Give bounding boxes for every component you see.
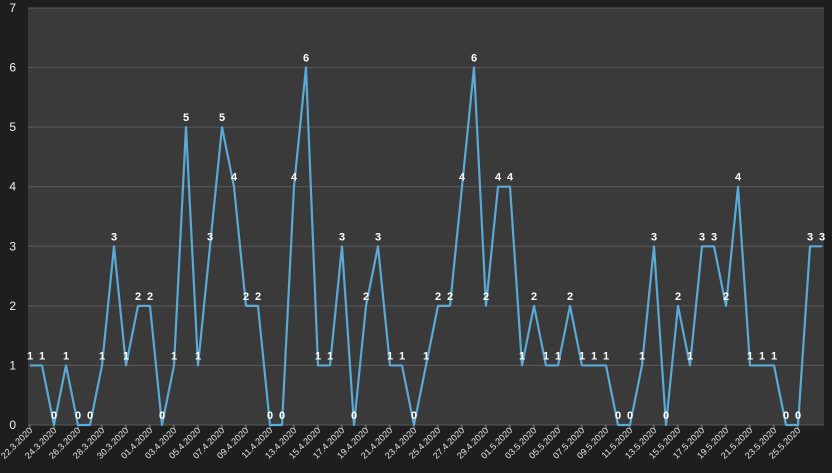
data-label: 1: [423, 350, 429, 362]
data-label: 3: [375, 231, 381, 243]
data-label: 1: [555, 350, 561, 362]
data-label: 2: [435, 291, 441, 303]
data-label: 1: [387, 350, 393, 362]
data-label: 4: [231, 172, 238, 184]
data-label: 2: [243, 291, 249, 303]
data-label: 1: [195, 350, 201, 362]
data-label: 1: [747, 350, 753, 362]
y-tick-label: 0: [9, 418, 16, 432]
data-label: 2: [255, 291, 261, 303]
data-label: 2: [447, 291, 453, 303]
y-tick-label: 6: [9, 61, 16, 75]
data-label: 4: [291, 172, 298, 184]
data-label: 1: [603, 350, 609, 362]
data-label: 0: [351, 410, 357, 422]
data-label: 0: [87, 410, 93, 422]
data-label: 1: [27, 350, 33, 362]
data-label: 2: [363, 291, 369, 303]
data-label: 2: [567, 291, 573, 303]
data-label: 1: [519, 350, 525, 362]
data-label: 1: [315, 350, 321, 362]
data-label: 4: [735, 172, 742, 184]
data-label: 5: [219, 112, 225, 124]
y-tick-label: 4: [9, 180, 16, 194]
data-label: 2: [483, 291, 489, 303]
data-label: 3: [651, 231, 657, 243]
data-label: 6: [471, 53, 477, 65]
data-label: 3: [819, 231, 825, 243]
data-label: 3: [339, 231, 345, 243]
data-label: 4: [507, 172, 514, 184]
data-label: 4: [495, 172, 502, 184]
data-label: 2: [147, 291, 153, 303]
data-label: 1: [687, 350, 693, 362]
data-label: 0: [411, 410, 417, 422]
data-label: 3: [699, 231, 705, 243]
data-label: 4: [459, 172, 466, 184]
data-label: 1: [639, 350, 645, 362]
data-label: 1: [123, 350, 129, 362]
data-label: 0: [267, 410, 273, 422]
data-label: 0: [627, 410, 633, 422]
series-line: [30, 66, 822, 427]
data-label: 2: [675, 291, 681, 303]
data-label: 2: [135, 291, 141, 303]
data-label: 0: [615, 410, 621, 422]
data-label: 1: [63, 350, 69, 362]
y-tick-label: 3: [9, 239, 16, 253]
y-axis: 0 1 2 3 4 5 6 7: [9, 1, 16, 432]
y-tick-label: 1: [9, 358, 16, 372]
data-label: 0: [663, 410, 669, 422]
data-label: 1: [759, 350, 765, 362]
data-label: 0: [795, 410, 801, 422]
data-label: 0: [783, 410, 789, 422]
data-label: 1: [399, 350, 405, 362]
data-label: 3: [711, 231, 717, 243]
y-tick-label: 2: [9, 299, 16, 313]
data-label: 0: [75, 410, 81, 422]
data-label: 1: [543, 350, 549, 362]
data-label: 1: [171, 350, 177, 362]
data-label: 1: [327, 350, 333, 362]
y-tick-label: 7: [9, 1, 16, 15]
data-label: 0: [159, 410, 165, 422]
data-label: 1: [579, 350, 585, 362]
data-label: 1: [39, 350, 45, 362]
data-label: 5: [183, 112, 189, 124]
data-label: 1: [99, 350, 105, 362]
data-label: 3: [207, 231, 213, 243]
data-label: 6: [303, 53, 309, 65]
data-label: 2: [531, 291, 537, 303]
data-label: 0: [51, 410, 57, 422]
data-label: 0: [279, 410, 285, 422]
y-tick-label: 5: [9, 120, 16, 134]
data-label: 1: [771, 350, 777, 362]
data-label: 3: [807, 231, 813, 243]
data-label: 3: [111, 231, 117, 243]
data-label: 1: [591, 350, 597, 362]
data-label: 2: [723, 291, 729, 303]
gridlines: [28, 7, 824, 426]
